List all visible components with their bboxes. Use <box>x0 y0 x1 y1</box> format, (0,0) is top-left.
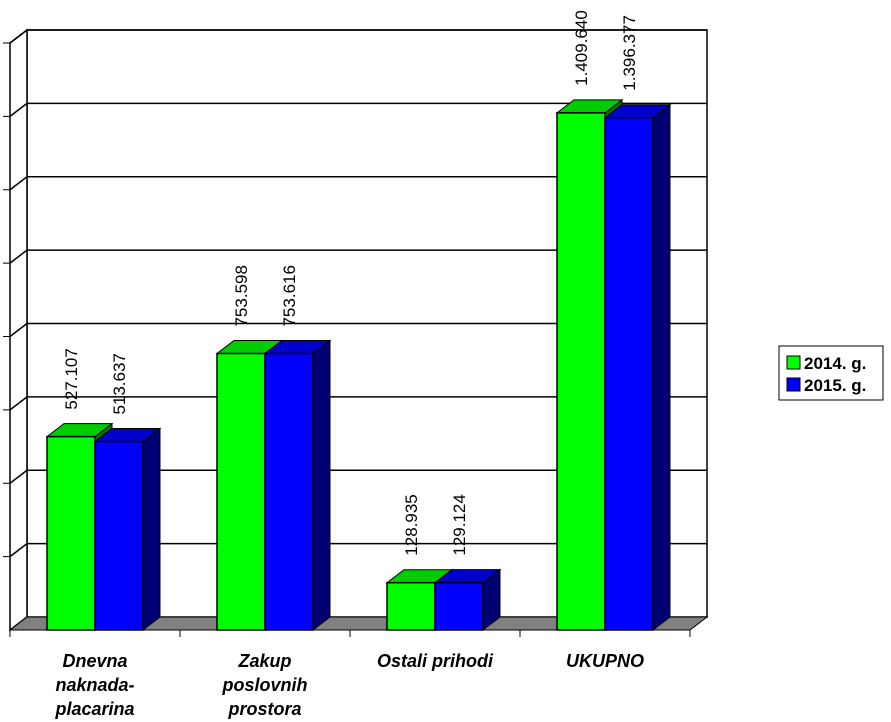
gridline <box>9 396 707 411</box>
category-label: Zakup poslovnih prostora <box>222 651 308 719</box>
category-label: Ostali prihodi <box>377 651 494 671</box>
legend-label-2014: 2014. g. <box>804 354 866 373</box>
bar <box>46 435 96 631</box>
gridline <box>9 29 707 44</box>
gridlines <box>3 29 707 637</box>
legend-label-2015: 2015. g. <box>804 376 866 395</box>
legend-swatch-2015 <box>786 377 801 392</box>
bar <box>94 440 144 631</box>
value-labels: 527.107 513.637 753.598 753.616 128.935 129.1… <box>62 10 639 555</box>
bar <box>216 352 266 631</box>
bar-side <box>312 339 331 632</box>
bar-side <box>652 103 671 632</box>
legend: 2014. g. 2015. g. <box>778 345 884 401</box>
data-label: 527.107 <box>62 348 81 409</box>
bar <box>604 116 654 631</box>
gridline <box>9 102 707 117</box>
category-label: Dnevna naknada-placarina <box>54 651 134 719</box>
gridline <box>9 322 707 338</box>
bar <box>434 581 484 631</box>
bars <box>45 98 672 632</box>
gridline <box>9 469 707 484</box>
bar <box>386 581 436 631</box>
data-label: 1.396.377 <box>620 15 639 91</box>
category-label: UKUPNO <box>566 651 644 671</box>
data-label: 753.598 <box>232 265 251 326</box>
bar-side <box>142 427 161 632</box>
gridline <box>9 176 707 191</box>
category-labels: Dnevna naknada-placarina Zakup poslovnih pro… <box>54 651 644 719</box>
data-label: 513.637 <box>110 353 129 414</box>
data-label: 753.616 <box>280 265 299 326</box>
bar <box>264 352 314 631</box>
legend-swatch-2014 <box>786 355 801 370</box>
data-label: 129.124 <box>450 494 469 555</box>
data-label: 1.409.640 <box>572 10 591 86</box>
gridline <box>9 542 707 558</box>
data-label: 128.935 <box>402 494 421 555</box>
bar <box>556 112 606 631</box>
gridline <box>9 249 707 264</box>
